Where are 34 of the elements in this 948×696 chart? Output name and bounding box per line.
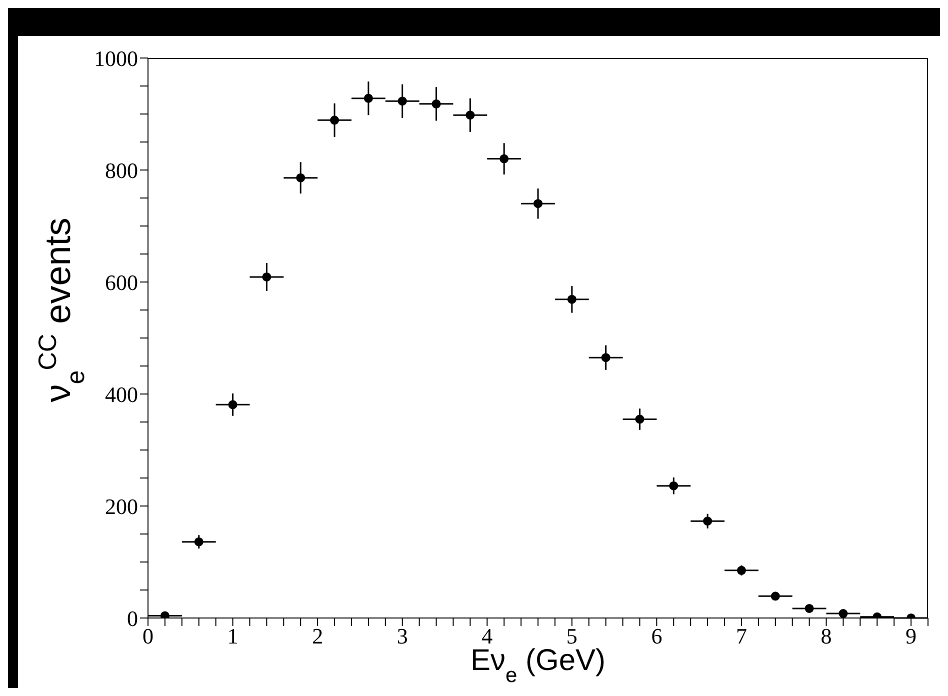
x-tick-label: 2	[312, 624, 324, 649]
y-tick-label: 800	[105, 158, 138, 183]
x-tick-label: 6	[651, 624, 662, 649]
point	[736, 566, 746, 575]
point	[804, 604, 814, 613]
y-tick-label: 200	[105, 494, 138, 519]
point	[432, 99, 441, 108]
point	[364, 94, 373, 103]
point	[533, 199, 543, 208]
point	[567, 294, 576, 304]
point	[500, 154, 509, 164]
y-tick-label: 400	[105, 382, 138, 407]
y-tick-label: 600	[105, 270, 138, 295]
point	[296, 173, 306, 182]
point	[262, 272, 272, 282]
x-tick-label: 8	[820, 624, 832, 649]
x-tick-label: 7	[736, 624, 747, 649]
x-tick-label: 0	[142, 624, 154, 649]
point	[228, 400, 238, 410]
point	[770, 592, 780, 601]
x-tick-label: 1	[227, 624, 238, 649]
point	[703, 516, 712, 526]
x-tick-label: 9	[906, 624, 917, 649]
point	[194, 537, 204, 546]
point	[398, 96, 407, 106]
point	[466, 110, 475, 120]
y-tick-label: 0	[127, 606, 138, 631]
y-tick-label: 1000	[94, 46, 138, 71]
point	[838, 609, 848, 618]
point	[601, 353, 610, 362]
point	[635, 414, 644, 424]
point	[669, 481, 678, 490]
x-tick-label: 3	[396, 624, 408, 649]
point	[330, 116, 340, 125]
